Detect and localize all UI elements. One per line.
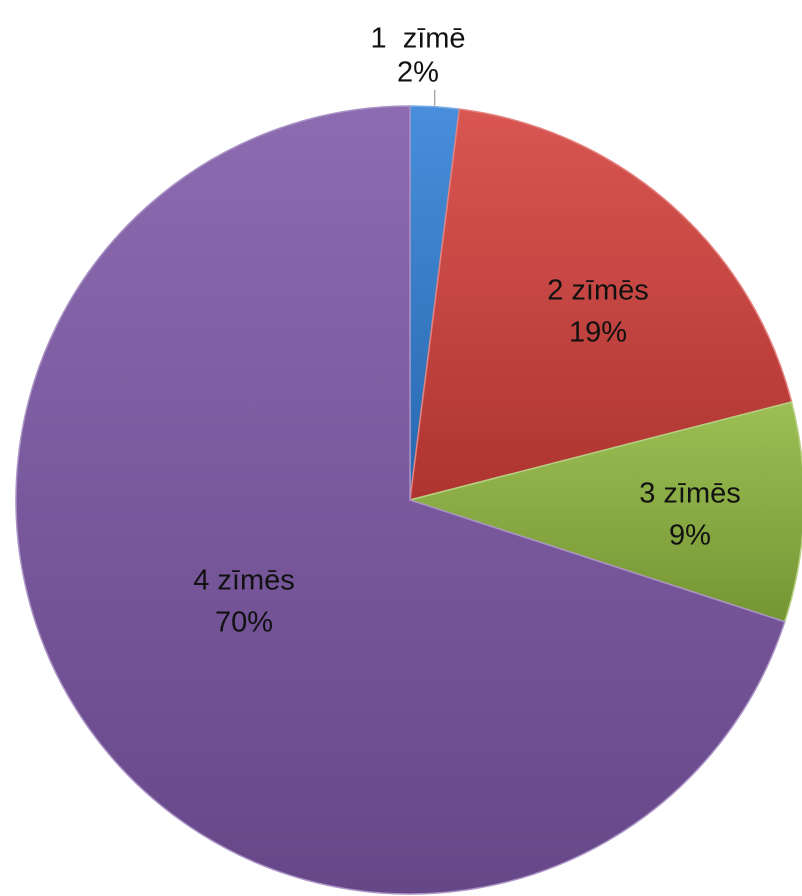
- slice-percent-1: 2%: [397, 57, 439, 89]
- slice-label-2: 2 zīmēs: [547, 275, 649, 307]
- slice-percent-3: 9%: [669, 520, 711, 552]
- slice-label-3: 3 zīmēs: [639, 478, 741, 510]
- pie-slices: [15, 105, 802, 895]
- pie-slice-2: [409, 108, 793, 502]
- slice-label-4: 4 zīmēs: [193, 565, 295, 597]
- pie-slice-4: [15, 105, 786, 895]
- pie-slice-3: [407, 401, 802, 623]
- slice-percent-4: 70%: [215, 607, 273, 639]
- slice-percent-2: 19%: [569, 317, 627, 349]
- slice-label-1: 1 zīmē: [370, 23, 465, 55]
